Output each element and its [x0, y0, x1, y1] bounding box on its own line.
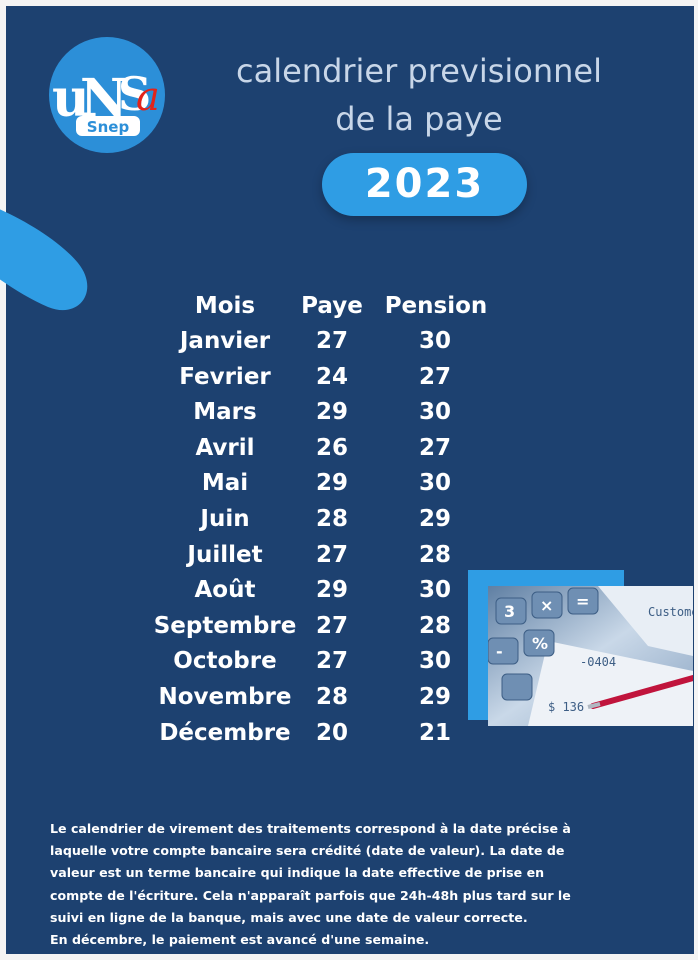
paye-cell: 28 — [315, 684, 348, 710]
svg-text:-: - — [496, 642, 503, 661]
svg-text:Snep: Snep — [87, 118, 130, 136]
svg-text:3: 3 — [504, 602, 515, 621]
title-line-1: calendrier previsionnel — [236, 52, 602, 90]
frame-left — [0, 0, 6, 960]
frame-bottom — [0, 954, 698, 960]
month-cell: Juillet — [187, 542, 263, 568]
decorative-blob — [0, 209, 88, 311]
pension-cell: 21 — [418, 720, 451, 746]
header-paye: Paye — [301, 293, 363, 319]
paye-cell: 24 — [315, 364, 348, 390]
svg-text:Customer: Customer — [648, 605, 693, 619]
pension-cell: 27 — [418, 364, 451, 390]
paye-cell: 20 — [315, 720, 348, 746]
pension-cell: 30 — [418, 577, 451, 603]
pension-cell: 28 — [418, 542, 451, 568]
pension-cell: 30 — [418, 470, 451, 496]
paye-cell: 27 — [315, 542, 348, 568]
month-cell: Décembre — [159, 720, 291, 746]
footer-line: valeur est un terme bancaire qui indique… — [50, 865, 545, 881]
svg-text:×: × — [540, 596, 553, 615]
paye-cell: 26 — [315, 435, 348, 461]
footer-line: En décembre, le paiement est avancé d'un… — [50, 932, 430, 948]
paye-cell: 29 — [315, 470, 348, 496]
paye-cell: 27 — [315, 613, 348, 639]
svg-text:%: % — [532, 634, 548, 653]
paye-cell: 28 — [315, 506, 348, 532]
month-cell: Août — [194, 577, 256, 603]
month-cell: Novembre — [158, 684, 292, 710]
header-month: Mois — [194, 293, 256, 319]
pension-cell: 28 — [418, 613, 451, 639]
footer-line: compte de l'écriture. Cela n'apparaît pa… — [50, 887, 571, 903]
calculator-photo-icon: 3 × = - % -0404 $ 136 Customer — [488, 586, 693, 726]
footer-note: Le calendrier de virement des traitement… — [50, 818, 650, 951]
pension-cell: 29 — [418, 506, 451, 532]
month-cell: Septembre — [153, 613, 297, 639]
month-cell: Mai — [201, 470, 249, 496]
svg-text:a: a — [136, 74, 160, 120]
month-cell: Janvier — [179, 328, 271, 354]
month-cell: Fevrier — [179, 364, 271, 390]
month-cell: Juin — [200, 506, 250, 532]
paye-cell: 27 — [315, 328, 348, 354]
frame-top — [0, 0, 698, 6]
year-badge: 2023 — [322, 153, 527, 216]
month-cell: Mars — [193, 399, 257, 425]
svg-text:$ 136: $ 136 — [548, 700, 584, 714]
pension-cell: 27 — [418, 435, 451, 461]
svg-text:-0404: -0404 — [580, 655, 616, 669]
pension-cell: 30 — [418, 648, 451, 674]
paye-cell: 29 — [315, 399, 348, 425]
pension-cell: 29 — [418, 684, 451, 710]
svg-text:=: = — [576, 592, 589, 611]
footer-line: suivi en ligne de la banque, mais avec u… — [50, 909, 528, 925]
header-pension: Pension — [384, 293, 488, 319]
footer-line: laquelle votre compte bancaire sera créd… — [50, 843, 565, 859]
frame-right — [694, 0, 698, 960]
month-cell: Avril — [195, 435, 255, 461]
svg-text:S: S — [118, 67, 151, 121]
pension-cell: 30 — [418, 328, 451, 354]
paye-cell: 27 — [315, 648, 348, 674]
title-line-2: de la paye — [335, 100, 503, 138]
paye-cell: 29 — [315, 577, 348, 603]
unsa-logo-icon: u N S a Snep — [48, 36, 166, 154]
footer-line: Le calendrier de virement des traitement… — [50, 821, 571, 836]
pension-cell: 30 — [418, 399, 451, 425]
month-cell: Octobre — [173, 648, 277, 674]
